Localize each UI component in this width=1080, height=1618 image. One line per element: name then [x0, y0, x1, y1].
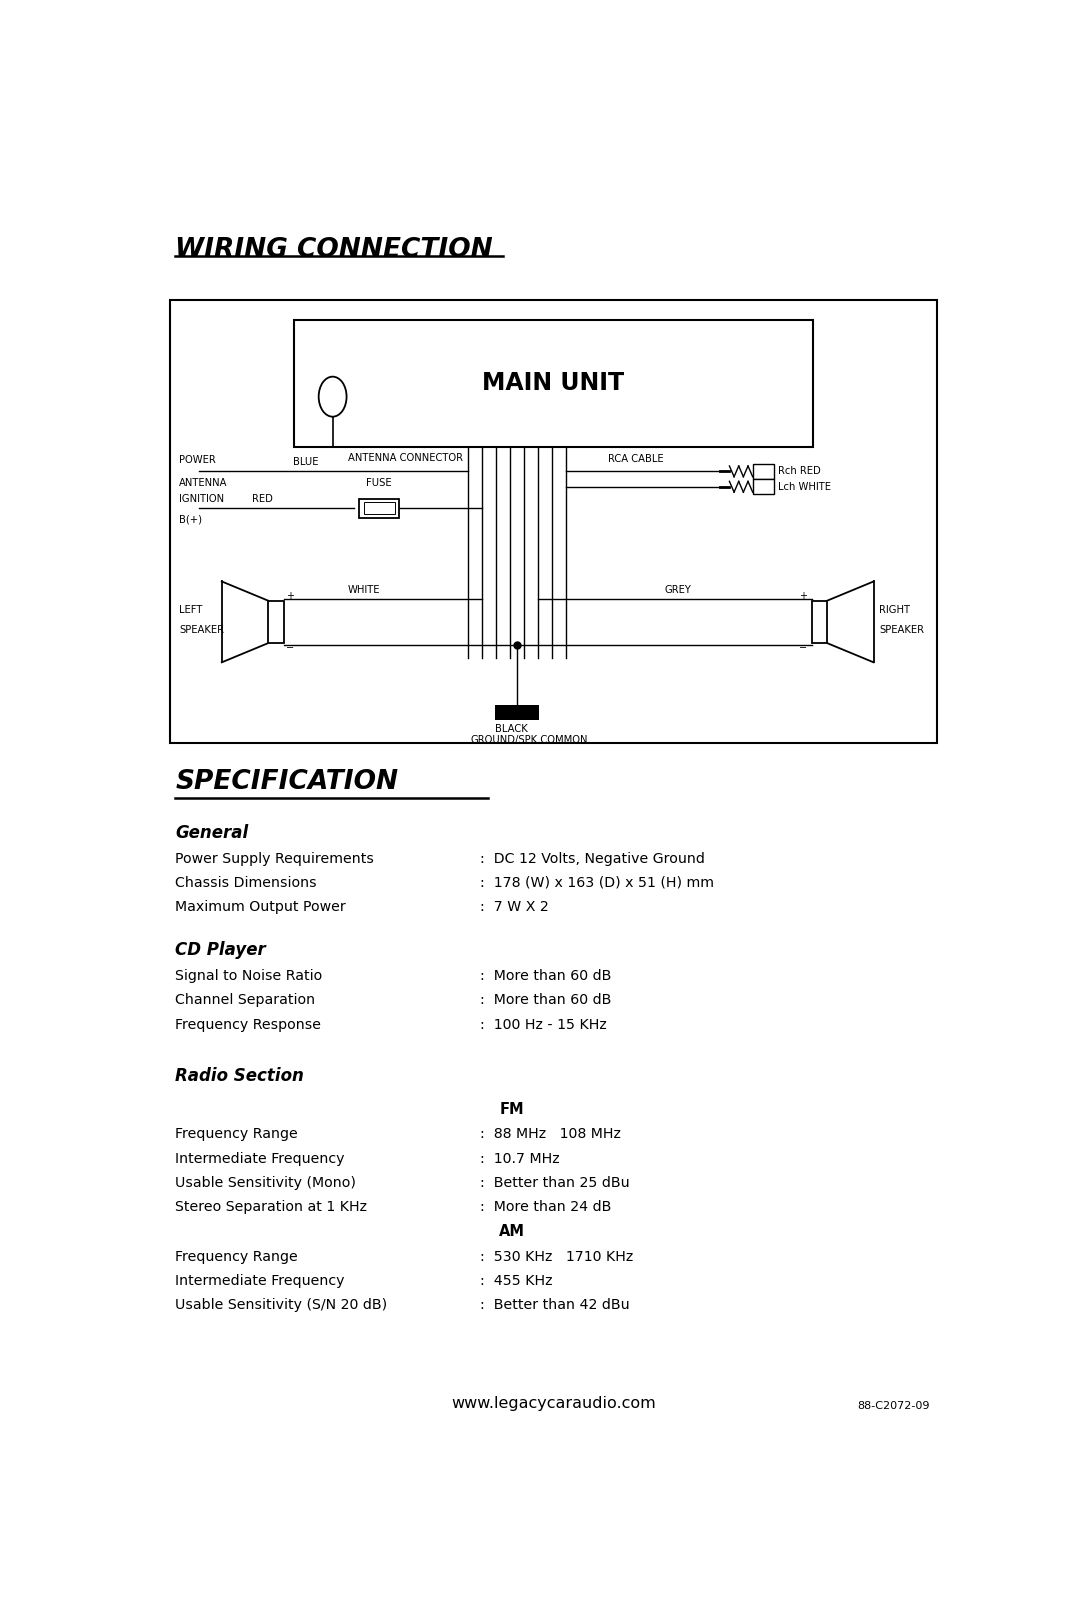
Text: POWER: POWER	[179, 455, 216, 466]
Text: Frequency Response: Frequency Response	[175, 1018, 322, 1032]
Text: :  88 MHz   108 MHz: : 88 MHz 108 MHz	[480, 1128, 621, 1141]
Text: Channel Separation: Channel Separation	[175, 993, 315, 1008]
Text: SPECIFICATION: SPECIFICATION	[175, 769, 399, 794]
Text: IGNITION: IGNITION	[179, 493, 225, 503]
Text: www.legacycaraudio.com: www.legacycaraudio.com	[451, 1396, 656, 1411]
Text: 88-C2072-09: 88-C2072-09	[856, 1401, 930, 1411]
Text: Power Supply Requirements: Power Supply Requirements	[175, 851, 374, 866]
Text: ANTENNA: ANTENNA	[179, 477, 228, 487]
Bar	[364, 502, 394, 515]
Text: BLUE: BLUE	[293, 456, 319, 466]
Text: AM: AM	[499, 1225, 525, 1239]
Text: GROUND/SPK.COMMON: GROUND/SPK.COMMON	[471, 736, 589, 746]
Text: :  Better than 42 dBu: : Better than 42 dBu	[480, 1298, 630, 1312]
Text: :  178 (W) x 163 (D) x 51 (H) mm: : 178 (W) x 163 (D) x 51 (H) mm	[480, 875, 714, 890]
Bar	[811, 600, 827, 642]
Text: LEFT: LEFT	[179, 605, 203, 615]
Text: Intermediate Frequency: Intermediate Frequency	[175, 1273, 345, 1288]
Text: Frequency Range: Frequency Range	[175, 1128, 298, 1141]
Text: Signal to Noise Ratio: Signal to Noise Ratio	[175, 969, 323, 984]
Text: :  7 W X 2: : 7 W X 2	[480, 900, 549, 914]
Text: :  More than 24 dB: : More than 24 dB	[480, 1201, 611, 1214]
Text: WIRING CONNECTION: WIRING CONNECTION	[175, 238, 494, 264]
Text: :  More than 60 dB: : More than 60 dB	[480, 993, 611, 1008]
Text: Rch RED: Rch RED	[779, 466, 821, 476]
Text: Frequency Range: Frequency Range	[175, 1249, 298, 1264]
Text: General: General	[175, 824, 248, 841]
Text: Intermediate Frequency: Intermediate Frequency	[175, 1152, 345, 1165]
Text: B(+): B(+)	[179, 515, 202, 524]
Text: Lch WHITE: Lch WHITE	[779, 482, 832, 492]
Text: :  455 KHz: : 455 KHz	[480, 1273, 552, 1288]
Bar	[496, 705, 539, 720]
Text: RCA CABLE: RCA CABLE	[608, 453, 663, 464]
Text: GREY: GREY	[664, 584, 691, 594]
Text: SPEAKER: SPEAKER	[879, 626, 924, 636]
Text: FM: FM	[499, 1102, 524, 1116]
Text: :  Better than 25 dBu: : Better than 25 dBu	[480, 1176, 630, 1189]
Text: :  100 Hz - 15 KHz: : 100 Hz - 15 KHz	[480, 1018, 607, 1032]
Bar	[753, 479, 774, 495]
Text: −: −	[286, 642, 294, 654]
Text: :  DC 12 Volts, Negative Ground: : DC 12 Volts, Negative Ground	[480, 851, 705, 866]
Bar	[294, 320, 813, 447]
Text: RIGHT: RIGHT	[879, 605, 910, 615]
Text: :  More than 60 dB: : More than 60 dB	[480, 969, 611, 984]
Text: Chassis Dimensions: Chassis Dimensions	[175, 875, 316, 890]
Text: Usable Sensitivity (Mono): Usable Sensitivity (Mono)	[175, 1176, 356, 1189]
Text: Stereo Separation at 1 KHz: Stereo Separation at 1 KHz	[175, 1201, 367, 1214]
Text: −: −	[799, 642, 807, 654]
Text: :  10.7 MHz: : 10.7 MHz	[480, 1152, 559, 1165]
Text: Radio Section: Radio Section	[175, 1066, 305, 1084]
Text: CD Player: CD Player	[175, 942, 266, 959]
Ellipse shape	[319, 377, 347, 417]
Bar	[170, 301, 937, 743]
Text: ANTENNA CONNECTOR: ANTENNA CONNECTOR	[348, 453, 463, 463]
Text: WHITE: WHITE	[348, 584, 380, 594]
Bar	[268, 600, 284, 642]
Text: :  530 KHz   1710 KHz: : 530 KHz 1710 KHz	[480, 1249, 633, 1264]
Bar	[753, 464, 774, 479]
Text: Usable Sensitivity (S/N 20 dB): Usable Sensitivity (S/N 20 dB)	[175, 1298, 388, 1312]
Text: +: +	[286, 591, 294, 600]
Text: +: +	[799, 591, 807, 600]
Text: SPEAKER: SPEAKER	[179, 626, 225, 636]
Bar	[359, 498, 400, 518]
Text: Maximum Output Power: Maximum Output Power	[175, 900, 346, 914]
Text: FUSE: FUSE	[366, 479, 392, 489]
Text: BLACK: BLACK	[496, 723, 528, 735]
Text: RED: RED	[253, 493, 273, 503]
Text: MAIN UNIT: MAIN UNIT	[483, 371, 624, 395]
